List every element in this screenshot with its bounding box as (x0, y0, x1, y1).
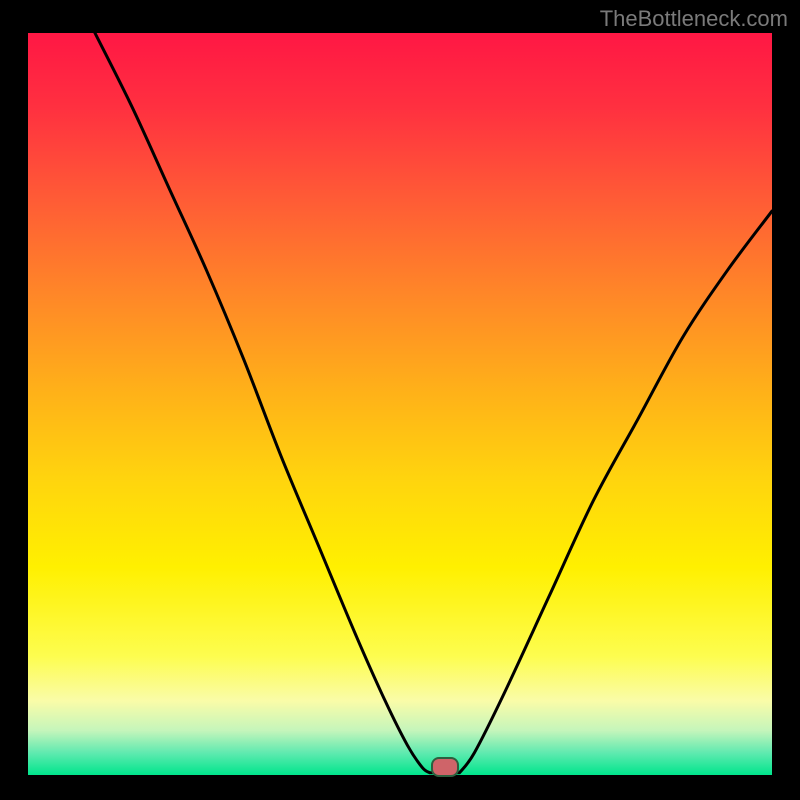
bottleneck-curve (28, 33, 772, 775)
watermark-text: TheBottleneck.com (600, 6, 788, 32)
optimal-point-marker (431, 757, 459, 777)
plot-area (28, 33, 772, 775)
